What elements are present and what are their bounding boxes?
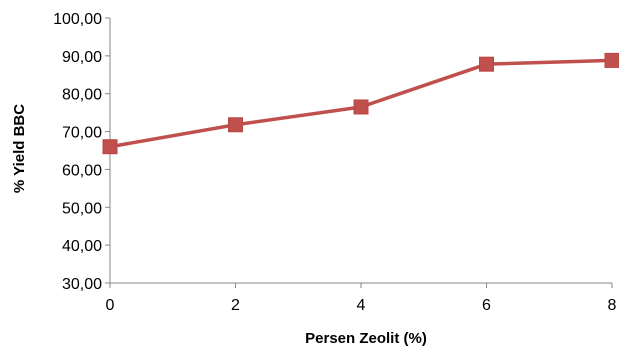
data-point-marker bbox=[604, 52, 619, 68]
y-tick-label: 100,00 bbox=[53, 11, 102, 28]
x-tick-label: 4 bbox=[357, 297, 366, 314]
y-tick-label: 90,00 bbox=[62, 49, 102, 66]
x-tick-label: 2 bbox=[231, 297, 240, 314]
y-tick-label: 60,00 bbox=[62, 162, 102, 179]
y-tick-label: 70,00 bbox=[62, 125, 102, 142]
y-tick-label: 30,00 bbox=[62, 276, 102, 293]
y-tick-label: 80,00 bbox=[62, 87, 102, 104]
x-axis-ticks: 0 2 4 6 8 bbox=[106, 283, 617, 314]
x-tick-label: 8 bbox=[608, 297, 617, 314]
x-tick-label: 0 bbox=[106, 297, 115, 314]
series-layer bbox=[102, 52, 619, 155]
x-tick-label: 6 bbox=[482, 297, 491, 314]
data-point-marker bbox=[353, 99, 369, 115]
x-axis-title: Persen Zeolit (%) bbox=[305, 330, 427, 347]
data-point-marker bbox=[479, 56, 494, 72]
y-tick-label: 40,00 bbox=[62, 238, 102, 255]
y-tick-label: 50,00 bbox=[62, 200, 102, 217]
y-axis-ticks: 30,00 40,00 50,00 60,00 70,00 80,00 90,00 100,0… bbox=[53, 11, 110, 293]
y-axis-title: % Yield BBC bbox=[11, 104, 28, 193]
data-point-marker bbox=[102, 139, 118, 155]
data-point-marker bbox=[228, 117, 243, 133]
